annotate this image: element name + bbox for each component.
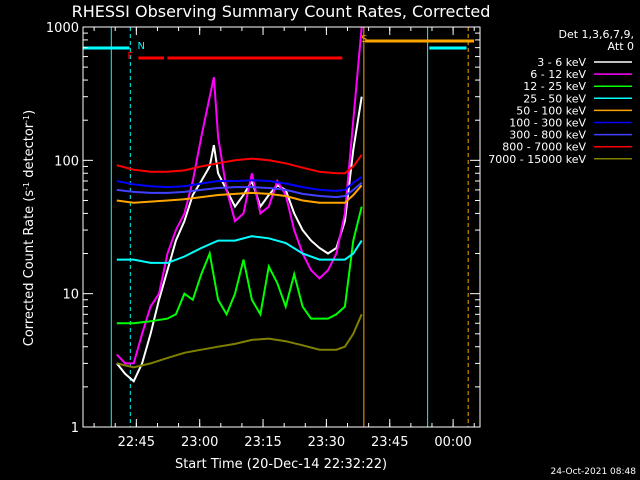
series-line-4 [116,184,363,204]
x-tick-label: 23:30 [308,435,345,450]
legend-label-8: 7000 - 15000 keV [488,153,586,166]
series-line-6 [116,181,363,199]
y-tick-label: 1 [71,421,79,436]
flag-label-n: N [138,41,145,52]
y-axis-label: Corrected Count Rate (s-1 detector-1) [22,110,38,346]
series-line-7 [116,154,363,175]
series-line-0 [116,96,363,383]
legend-label-4: 50 - 100 keV [516,104,586,117]
series-line-8 [116,313,363,369]
y-tick-label: 1000 [46,21,79,36]
plot-area: NF S [83,26,475,427]
footer-date: 24-Oct-2021 08:48 [551,467,637,477]
series-line-2 [116,206,363,325]
legend-label-0: 3 - 6 keV [537,56,586,69]
series-line-5 [116,176,363,192]
legend-label-3: 25 - 50 keV [523,92,586,105]
legend-label-2: 12 - 25 keV [523,80,586,93]
flag-label-f: F [127,51,133,62]
x-tick-label: 23:15 [244,435,281,450]
x-tick-label: 22:45 [118,435,155,450]
x-axis: 22:45 23:00 23:15 23:30 23:45 00:00 [93,27,475,450]
legend-label-1: 6 - 12 keV [530,68,586,81]
legend-label-6: 300 - 800 keV [509,129,586,142]
series-line-3 [116,235,363,264]
flag-label-s: S [361,34,367,45]
x-tick-label: 23:00 [181,435,218,450]
chart-title: RHESSI Observing Summary Count Rates, Co… [72,2,491,21]
y-tick-label: 100 [54,154,79,169]
legend-label-7: 800 - 7000 keV [502,141,586,154]
legend-label-5: 100 - 300 keV [509,117,586,130]
x-tick-label: 23:45 [371,435,408,450]
y-axis: 1 10 100 1000 [46,21,480,436]
series-line-1 [116,26,363,365]
y-tick-label: 10 [62,288,79,303]
legend-header: Att 0 [608,40,634,53]
plot-frame [82,26,481,428]
x-tick-label: 00:00 [434,435,471,450]
x-axis-label: Start Time (20-Dec-14 22:32:22) [175,457,387,472]
legend-header: Det 1,3,6,7,9, [558,28,634,41]
